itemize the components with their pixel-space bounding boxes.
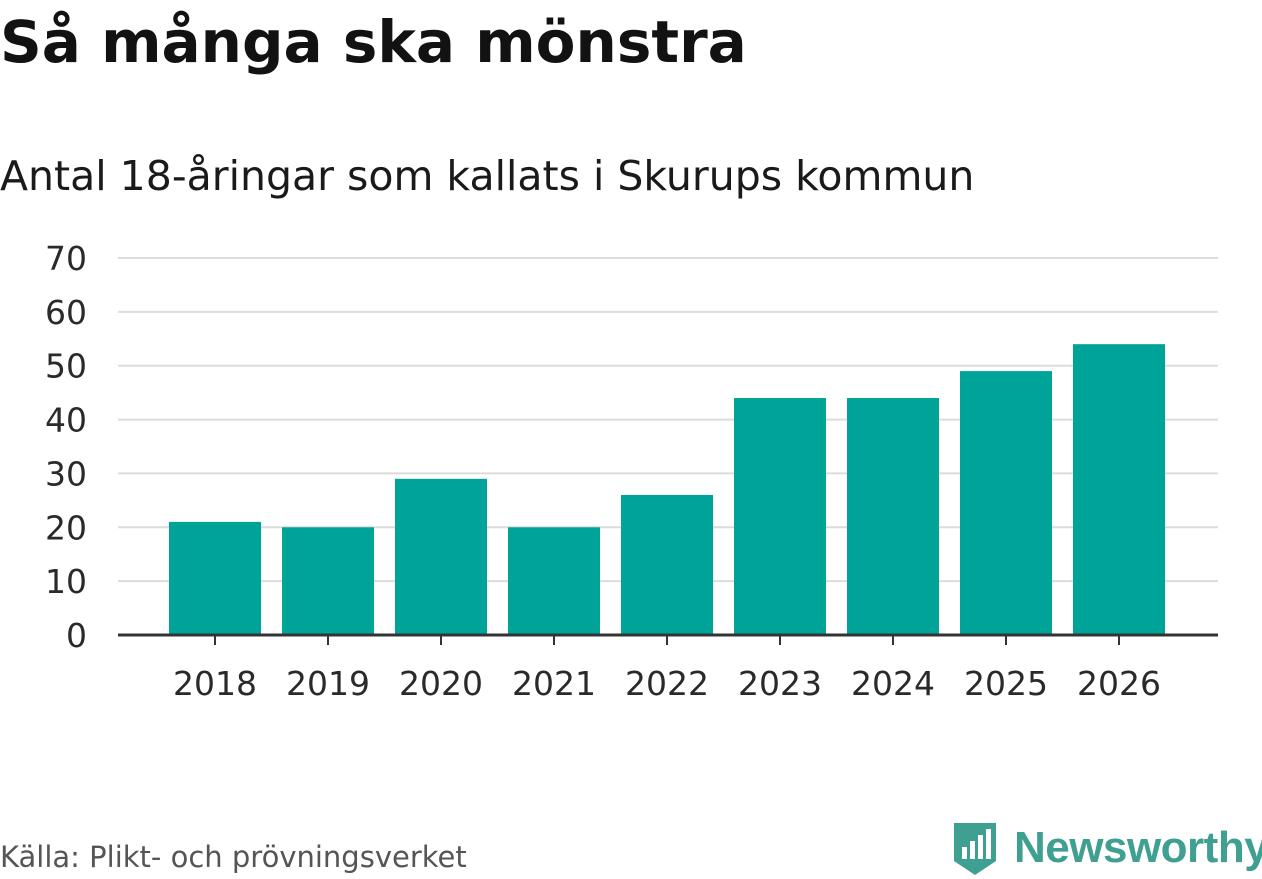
x-tick-label: 2020 (399, 664, 483, 703)
y-tick-label: 20 (45, 508, 87, 547)
newsworthy-logo: Newsworthy (950, 818, 1262, 878)
chart-subtitle: Antal 18-åringar som kallats i Skurups k… (0, 152, 975, 200)
bar-2019 (282, 527, 374, 635)
bar-2022 (621, 494, 713, 635)
bar-2020 (395, 478, 487, 635)
y-tick-label: 70 (45, 239, 87, 278)
bar-2024 (847, 398, 939, 635)
y-tick-label: 30 (45, 454, 87, 493)
x-tick-label: 2019 (286, 664, 370, 703)
x-tick-label: 2025 (964, 664, 1048, 703)
bar-2023 (734, 398, 826, 635)
y-tick-label: 10 (45, 562, 87, 601)
y-tick-label: 40 (45, 401, 87, 440)
x-tick-label: 2021 (512, 664, 596, 703)
newsworthy-wordmark: Newsworthy (1014, 823, 1262, 872)
x-tick-label: 2024 (851, 664, 935, 703)
bars (169, 344, 1165, 635)
newsworthy-icon (954, 823, 996, 875)
y-tick-label: 0 (66, 616, 87, 655)
bar-2026 (1073, 344, 1165, 635)
chart-title: Så många ska mönstra (0, 8, 747, 76)
x-axis-tick-labels: 2018 2019 2020 2021 2022 2023 2024 2025 2026 (173, 635, 1161, 703)
y-tick-label: 50 (45, 347, 87, 386)
x-tick-label: 2023 (738, 664, 822, 703)
x-tick-label: 2018 (173, 664, 257, 703)
bar-2018 (169, 521, 261, 635)
x-tick-label: 2022 (625, 664, 709, 703)
y-tick-label: 60 (45, 293, 87, 332)
bar-2025 (960, 371, 1052, 635)
x-tick-label: 2026 (1077, 664, 1161, 703)
source-note: Källa: Plikt- och prövningsverket (0, 840, 467, 874)
bar-2021 (508, 527, 600, 635)
y-axis-tick-labels: 0 10 20 30 40 50 60 70 (45, 239, 87, 655)
